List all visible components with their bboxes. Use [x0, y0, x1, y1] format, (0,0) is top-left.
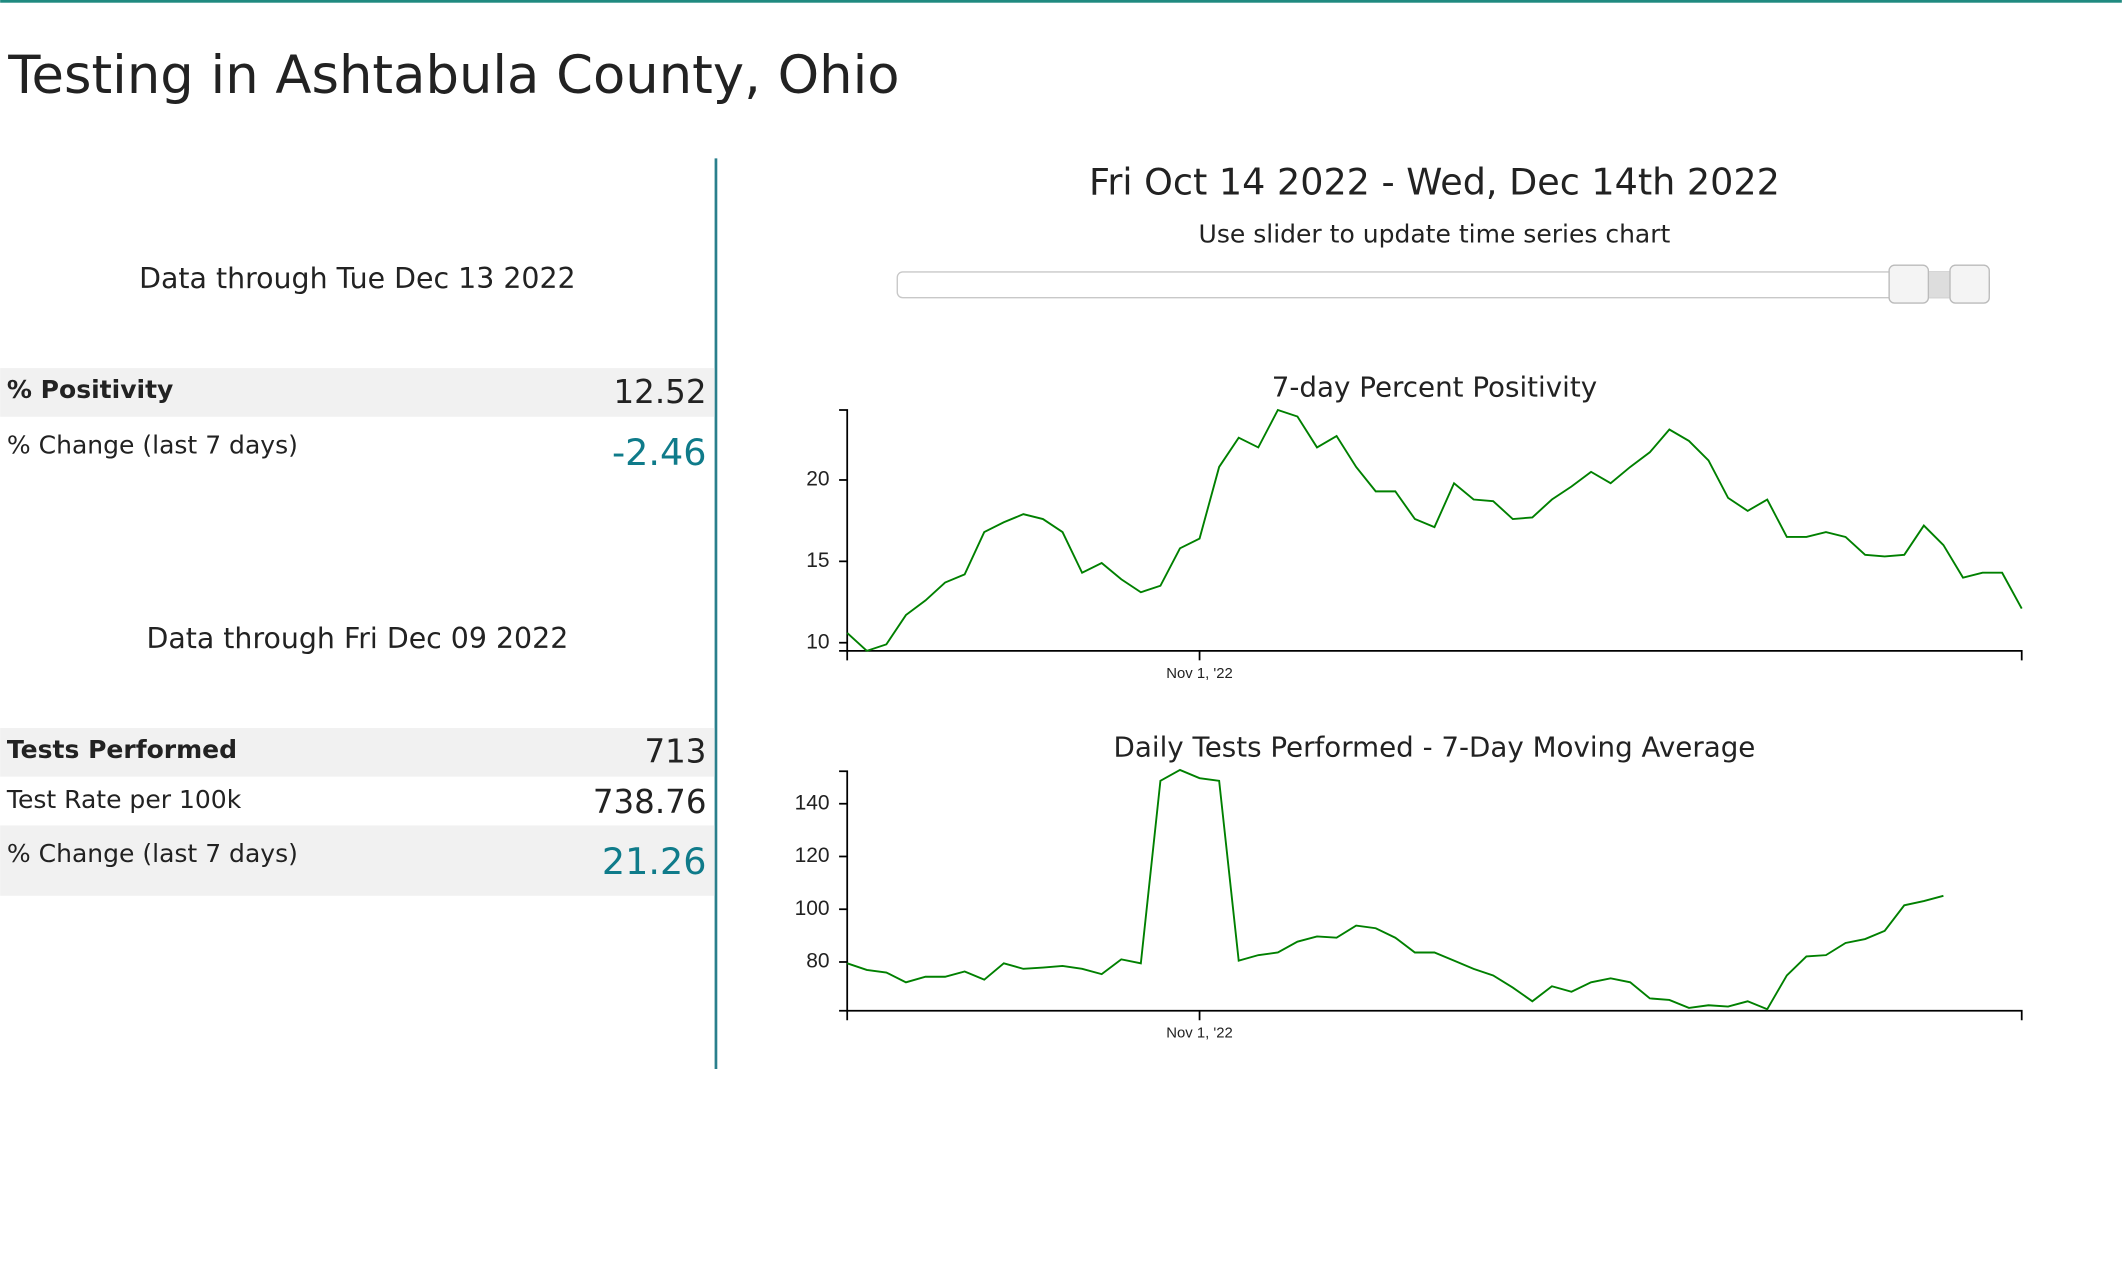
row-label: % Change (last 7 days): [7, 839, 298, 868]
x-tick-label: Nov 1, '22: [1166, 666, 1233, 682]
y-axis: [839, 409, 849, 652]
top-border: [0, 0, 2122, 3]
row-value: -2.46: [612, 431, 706, 474]
charts: 7-day Percent Positivity 10 15 20 Nov 1, '22…: [795, 370, 2023, 1042]
x-axis: [846, 649, 2023, 661]
y-tick-label: 15: [806, 549, 829, 572]
row-value: 12.52: [614, 373, 707, 411]
section-heading: Data through Tue Dec 13 2022: [139, 262, 576, 295]
slider: [896, 264, 1990, 304]
row-label: Test Rate per 100k: [6, 785, 242, 814]
row-label: Tests Performed: [7, 735, 237, 764]
section-heading: Data through Fri Dec 09 2022: [146, 622, 568, 655]
row-value: 713: [644, 733, 706, 771]
page-title: Testing in Ashtabula County, Ohio: [7, 45, 899, 106]
y-tick-label: 120: [795, 844, 830, 867]
x-tick-label: Nov 1, '22: [1166, 1026, 1233, 1042]
slider-handle[interactable]: [1888, 264, 1930, 304]
row-value: 738.76: [593, 783, 707, 821]
row-background: [0, 727, 715, 777]
chart-title: 7-day Percent Positivity: [1272, 370, 1597, 403]
row-label: % Change (last 7 days): [7, 431, 298, 460]
y-axis: [839, 770, 849, 1012]
slider-track: [896, 271, 1990, 299]
row-background: [0, 825, 715, 896]
data-line: [846, 408, 2023, 652]
row-background: [0, 368, 715, 417]
y-tick-label: 10: [806, 630, 829, 653]
summary: Data through Tue Dec 13 2022 % Positivity…: [0, 262, 715, 896]
row-value: 21.26: [602, 840, 707, 883]
y-tick-label: 100: [795, 897, 830, 920]
range-label: Fri Oct 14 2022 - Wed, Dec 14th 2022: [1089, 161, 1780, 204]
data-line: [846, 768, 1944, 1011]
row-label: % Positivity: [7, 375, 173, 404]
y-tick-label: 20: [806, 468, 829, 491]
y-tick-label: 140: [795, 791, 830, 814]
slider-hint: Use slider to update time series chart: [1199, 219, 1671, 248]
x-axis: [846, 1009, 2023, 1021]
chart-title: Daily Tests Performed - 7-Day Moving Ave…: [1114, 730, 1756, 763]
y-tick-label: 80: [806, 950, 829, 973]
slider-handle[interactable]: [1949, 264, 1990, 304]
